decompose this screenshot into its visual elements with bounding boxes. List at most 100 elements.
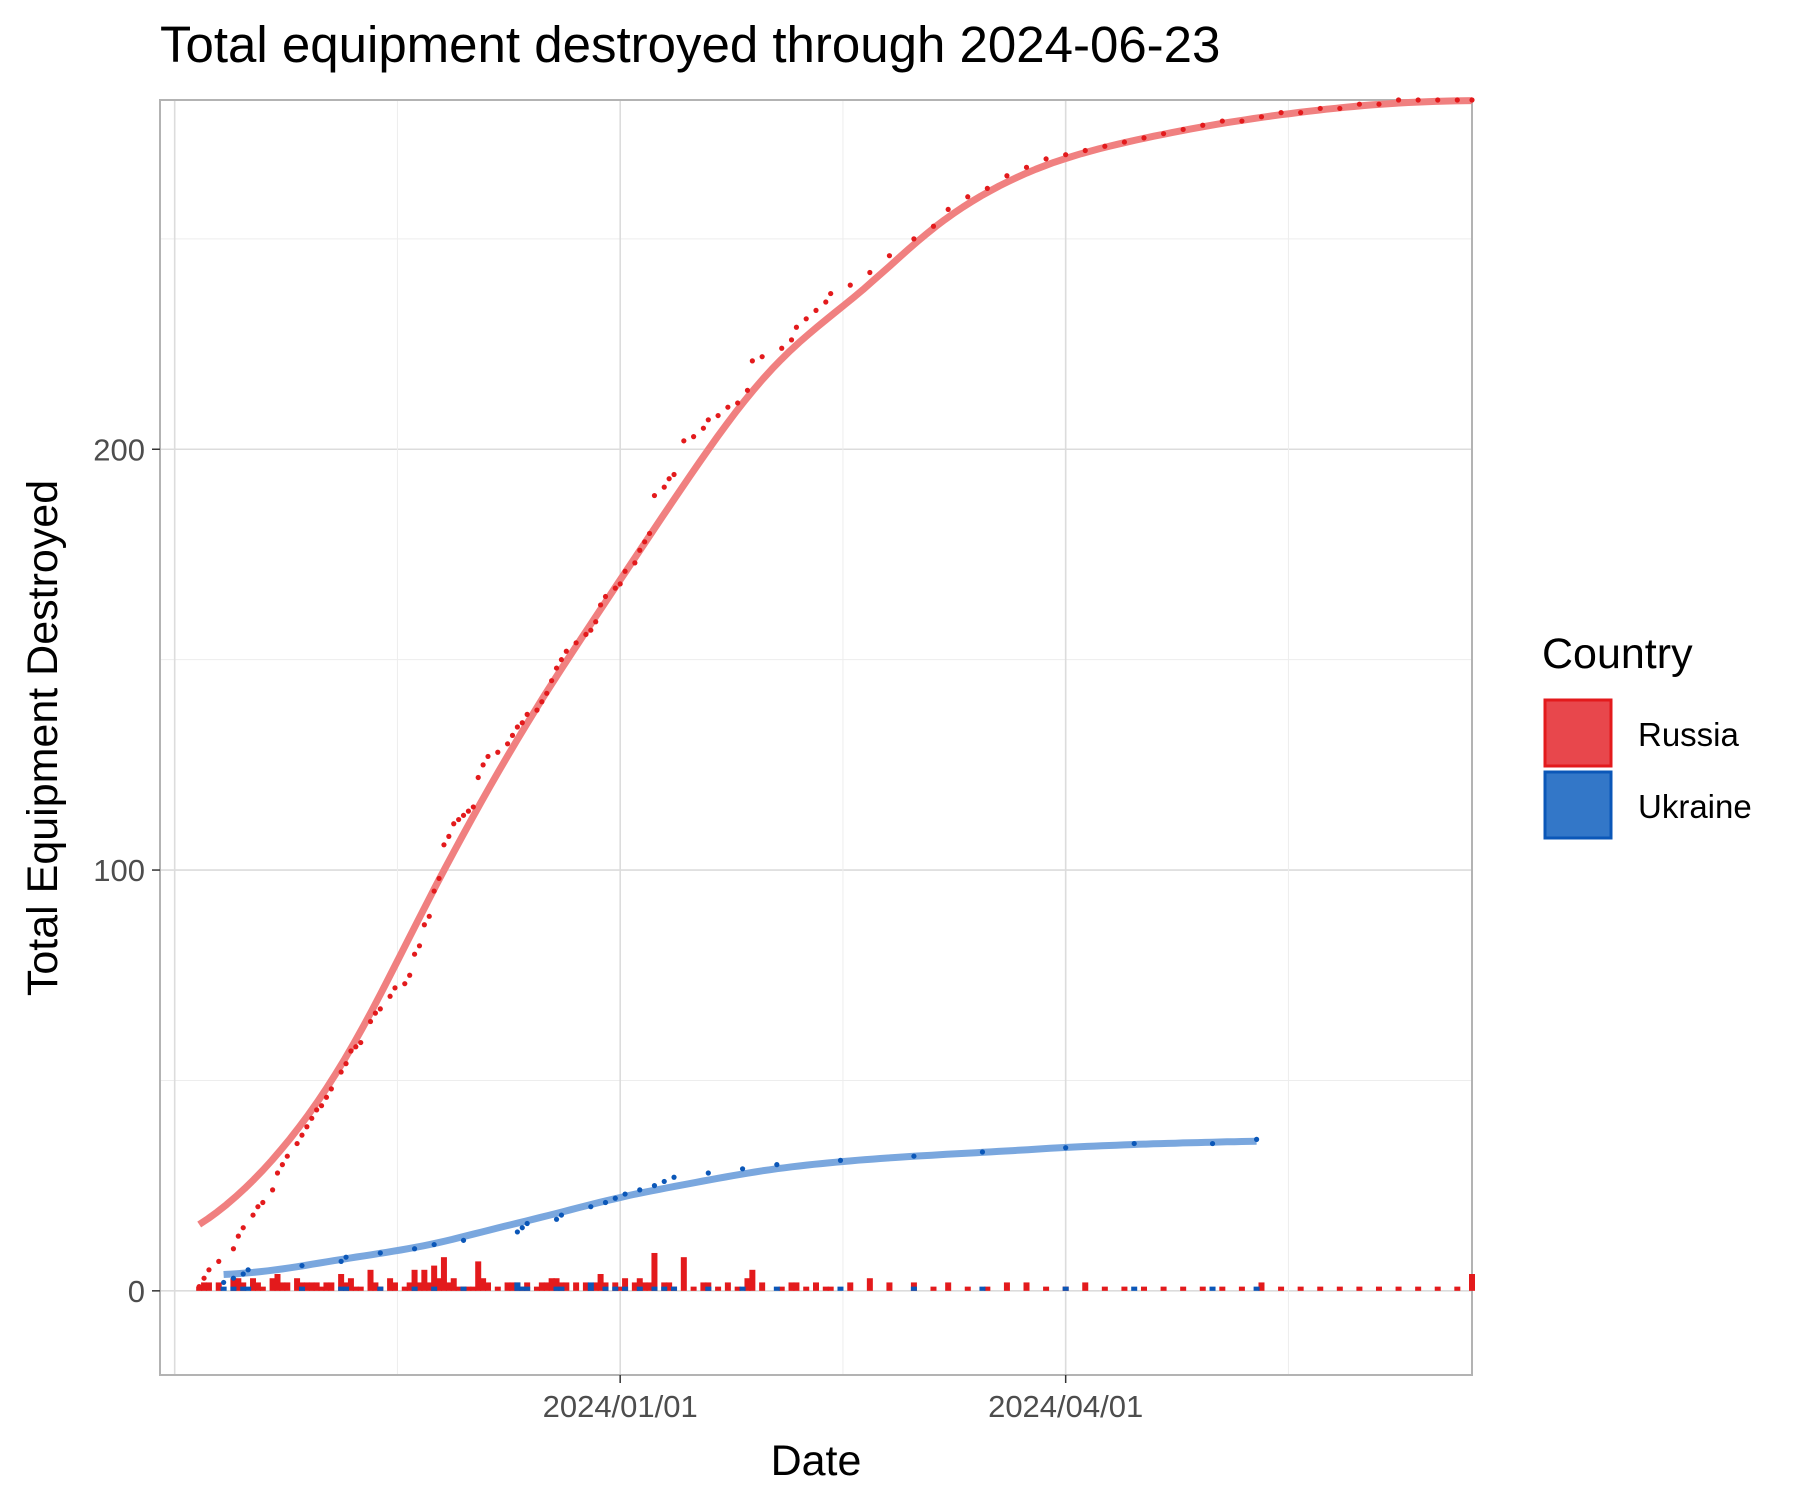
daily-bar-russia bbox=[1297, 1286, 1304, 1291]
cumulative-point-russia bbox=[460, 812, 467, 818]
cumulative-point-russia bbox=[318, 1103, 325, 1109]
cumulative-point-russia bbox=[602, 593, 609, 600]
daily-bar-russia bbox=[1395, 1286, 1402, 1291]
daily-bar-russia bbox=[715, 1286, 722, 1291]
y-axis-title: Total Equipment Destroyed bbox=[19, 480, 67, 996]
cumulative-point-russia bbox=[206, 1267, 212, 1273]
cumulative-point-russia bbox=[793, 324, 800, 330]
cumulative-point-russia bbox=[480, 762, 486, 768]
cumulative-point-russia bbox=[803, 316, 809, 322]
daily-bar-russia bbox=[1258, 1282, 1265, 1291]
cumulative-point-russia bbox=[1317, 105, 1323, 112]
cumulative-point-russia bbox=[549, 678, 555, 684]
cumulative-point-ukraine bbox=[911, 1153, 917, 1159]
cumulative-point-ukraine bbox=[553, 1216, 560, 1222]
daily-bar-russia bbox=[622, 1278, 629, 1291]
cumulative-point-ukraine bbox=[637, 1187, 643, 1193]
daily-bar-russia bbox=[631, 1282, 638, 1291]
daily-bar-ukraine bbox=[220, 1286, 227, 1291]
daily-bar-russia bbox=[573, 1282, 580, 1291]
cumulative-point-ukraine bbox=[837, 1157, 844, 1163]
daily-bar-russia bbox=[641, 1282, 648, 1291]
cumulative-point-russia bbox=[823, 299, 829, 305]
cumulative-point-russia bbox=[470, 804, 476, 810]
cumulative-point-russia bbox=[495, 749, 501, 755]
cumulative-point-russia bbox=[353, 1044, 359, 1050]
legend-key-ukraine bbox=[1543, 770, 1613, 840]
cumulative-point-russia bbox=[524, 711, 530, 717]
cumulative-point-russia bbox=[588, 627, 594, 633]
cumulative-point-russia bbox=[539, 699, 545, 705]
cumulative-point-russia bbox=[456, 816, 462, 823]
daily-bar-russia bbox=[401, 1286, 408, 1291]
daily-bar-russia bbox=[1199, 1286, 1206, 1291]
daily-bar-ukraine bbox=[519, 1286, 526, 1291]
legend-title: Country bbox=[1542, 630, 1693, 678]
y-tick-label: 100 bbox=[93, 853, 145, 888]
daily-bar-russia bbox=[308, 1282, 315, 1291]
cumulative-point-ukraine bbox=[558, 1212, 565, 1218]
daily-bar-russia bbox=[509, 1282, 516, 1291]
cumulative-point-russia bbox=[984, 185, 990, 191]
daily-bar-russia bbox=[778, 1286, 785, 1291]
cumulative-point-ukraine bbox=[1131, 1140, 1137, 1147]
cumulative-point-russia bbox=[343, 1061, 349, 1067]
daily-bar-ukraine bbox=[705, 1286, 712, 1291]
cumulative-point-russia bbox=[372, 1010, 379, 1016]
daily-bar-russia bbox=[1141, 1286, 1147, 1291]
cumulative-point-ukraine bbox=[230, 1275, 237, 1281]
daily-bar-russia bbox=[230, 1278, 237, 1291]
cumulative-point-ukraine bbox=[343, 1254, 349, 1260]
daily-bar-russia bbox=[294, 1278, 301, 1291]
daily-bar-ukraine bbox=[622, 1286, 629, 1291]
cumulative-point-ukraine bbox=[705, 1170, 711, 1176]
cumulative-point-russia bbox=[392, 985, 398, 991]
daily-bar-russia bbox=[724, 1282, 731, 1291]
daily-bar-russia bbox=[303, 1282, 310, 1291]
cumulative-point-ukraine bbox=[524, 1220, 530, 1227]
daily-bar-ukraine bbox=[587, 1282, 594, 1291]
cumulative-point-ukraine bbox=[338, 1258, 344, 1264]
cumulative-point-ukraine bbox=[377, 1250, 383, 1256]
cumulative-point-russia bbox=[646, 530, 653, 537]
daily-bar-russia bbox=[984, 1286, 991, 1291]
cumulative-point-russia bbox=[1043, 156, 1049, 162]
cumulative-point-russia bbox=[328, 1086, 334, 1092]
cumulative-point-russia bbox=[544, 690, 550, 696]
cumulative-point-ukraine bbox=[1209, 1140, 1216, 1147]
y-tick-label: 200 bbox=[93, 432, 145, 467]
daily-bar-ukraine bbox=[979, 1286, 986, 1291]
cumulative-point-russia bbox=[1219, 118, 1225, 124]
cumulative-point-russia bbox=[788, 337, 795, 343]
cumulative-point-russia bbox=[642, 539, 648, 545]
cumulative-point-russia bbox=[402, 981, 408, 987]
daily-bar-ukraine bbox=[431, 1286, 438, 1291]
daily-bar-russia bbox=[636, 1278, 643, 1291]
daily-bar-ukraine bbox=[1209, 1286, 1216, 1291]
daily-bar-russia bbox=[930, 1286, 937, 1291]
x-tick-label: 2024/04/01 bbox=[988, 1389, 1143, 1424]
cumulative-point-russia bbox=[558, 657, 565, 663]
cumulative-point-russia bbox=[1160, 131, 1167, 137]
cumulative-points-layer bbox=[196, 97, 1475, 1290]
cumulative-point-russia bbox=[387, 993, 393, 999]
daily-bar-russia bbox=[533, 1286, 540, 1291]
daily-bar-russia bbox=[313, 1282, 320, 1291]
cumulative-point-russia bbox=[1004, 173, 1010, 179]
cumulative-point-russia bbox=[411, 951, 418, 957]
cumulative-point-russia bbox=[534, 707, 540, 713]
daily-bar-russia bbox=[1003, 1282, 1010, 1291]
daily-bar-ukraine bbox=[739, 1286, 746, 1291]
cumulative-point-russia bbox=[1454, 97, 1460, 103]
cumulative-point-russia bbox=[573, 640, 579, 646]
daily-bar-russia bbox=[357, 1286, 364, 1291]
daily-bar-russia bbox=[250, 1278, 257, 1291]
cumulative-point-russia bbox=[338, 1069, 344, 1075]
cumulative-point-russia bbox=[216, 1258, 222, 1264]
cumulative-point-russia bbox=[1337, 105, 1343, 112]
daily-bar-russia bbox=[450, 1278, 457, 1291]
daily-bar-russia bbox=[269, 1278, 276, 1291]
daily-bar-russia bbox=[494, 1286, 501, 1291]
cumulative-point-russia bbox=[255, 1204, 261, 1210]
daily-bar-russia bbox=[700, 1282, 707, 1291]
